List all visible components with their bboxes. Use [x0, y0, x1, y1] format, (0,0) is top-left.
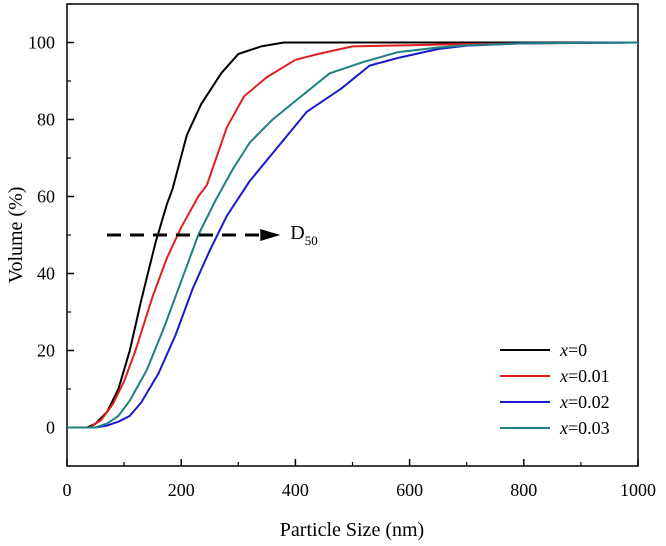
- d50-label-main: D: [290, 222, 304, 244]
- plot-frame: [66, 3, 639, 467]
- y-tick-label: 60: [37, 187, 55, 207]
- legend-label-variable: x: [559, 366, 568, 386]
- series-line-x=0.02: [67, 41, 639, 429]
- legend: x=0x=0.01x=0.02x=0.03: [500, 340, 610, 438]
- y-tick-label: 0: [46, 418, 55, 438]
- d50-arrow-head: [260, 229, 281, 241]
- legend-label-variable: x: [559, 340, 568, 360]
- x-tick-label: 600: [396, 480, 423, 500]
- legend-label-variable: x: [559, 392, 568, 412]
- x-axis-title: Particle Size (nm): [280, 519, 424, 541]
- x-tick-label: 400: [282, 480, 309, 500]
- axis-tick-labels: 0 200 400 600 800 1000 0 20 40 60 80 100: [28, 33, 656, 501]
- series-line-x=0: [67, 41, 638, 429]
- d50-label: D50: [290, 222, 317, 248]
- x-tick-label: 0: [63, 480, 72, 500]
- legend-label-value: =0.01: [568, 366, 610, 386]
- legend-label: x=0: [559, 340, 587, 360]
- legend-label: x=0.03: [559, 418, 610, 438]
- y-tick-label: 100: [28, 33, 55, 53]
- series-line-x=0.01: [67, 41, 639, 429]
- legend-label-value: =0: [568, 340, 587, 360]
- d50-label-sub: 50: [305, 233, 318, 248]
- d50-annotation: D50: [106, 222, 318, 248]
- y-axis-title: Volume (%): [5, 187, 27, 284]
- legend-label: x=0.02: [559, 392, 610, 412]
- series-line-x=0.03: [67, 41, 639, 429]
- y-tick-label: 80: [37, 110, 55, 130]
- x-tick-label: 1000: [620, 480, 656, 500]
- legend-label-value: =0.02: [568, 392, 610, 412]
- legend-label: x=0.01: [559, 366, 610, 386]
- series-lines: [67, 41, 639, 429]
- y-tick-label: 40: [37, 264, 55, 284]
- legend-label-variable: x: [559, 418, 568, 438]
- x-tick-label: 200: [168, 480, 195, 500]
- x-tick-label: 800: [510, 480, 537, 500]
- legend-label-value: =0.03: [568, 418, 610, 438]
- y-tick-label: 20: [37, 341, 55, 361]
- axis-ticks: [66, 3, 639, 467]
